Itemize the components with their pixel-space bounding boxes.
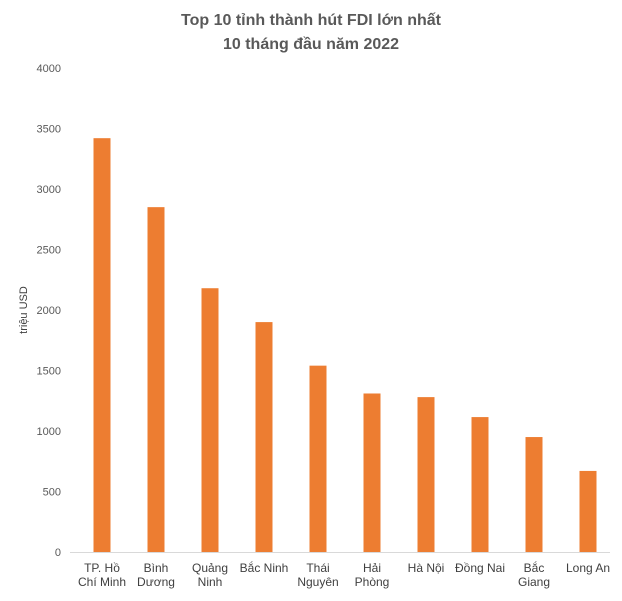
bar (201, 288, 219, 552)
x-category-label: Chí Minh (78, 575, 126, 589)
x-category-label: Ninh (198, 575, 223, 589)
chart-title-line: Top 10 tỉnh thành hút FDI lớn nhất (181, 12, 442, 29)
y-axis-label: triệu USD (18, 286, 30, 334)
x-category-label: Bình (144, 561, 169, 575)
y-axis-ticks: 0 500 1000 1500 2000 2500 3000 3500 4000 (37, 63, 61, 559)
x-category-label: Nguyên (297, 575, 338, 589)
bar (525, 437, 543, 552)
y-tick-label: 3000 (37, 184, 61, 196)
bar (309, 365, 327, 552)
x-category-label: Long An (566, 561, 610, 575)
x-category-label: TP. Hồ (84, 561, 120, 575)
bar (255, 322, 273, 552)
chart-title: Top 10 tỉnh thành hút FDI lớn nhất 10 thá… (181, 12, 442, 53)
bar (471, 417, 489, 552)
y-tick-label: 1500 (37, 366, 61, 378)
x-category-label: Quảng (192, 561, 228, 575)
bar (363, 393, 381, 552)
bars (93, 138, 597, 552)
x-category-label: Bắc (524, 560, 545, 575)
x-category-label: Giang (518, 575, 550, 589)
bar (93, 138, 111, 552)
y-tick-label: 3500 (37, 124, 61, 136)
y-tick-label: 4000 (37, 63, 61, 75)
bar (579, 470, 597, 552)
x-category-label: Hà Nội (408, 561, 445, 575)
y-tick-label: 2000 (37, 305, 61, 317)
y-tick-label: 0 (55, 547, 61, 559)
bar (417, 397, 435, 552)
x-category-label: Bắc Ninh (240, 560, 289, 575)
bar (147, 207, 165, 552)
x-category-label: Hải (363, 561, 381, 575)
x-category-label: Phòng (355, 575, 390, 589)
x-category-label: Đồng Nai (455, 561, 505, 575)
y-tick-label: 1000 (37, 426, 61, 438)
y-tick-label: 2500 (37, 245, 61, 257)
y-tick-label: 500 (43, 487, 61, 499)
x-category-label: Dương (137, 575, 175, 589)
y-axis-title: triệu USD (18, 286, 30, 334)
x-category-label: Thái (306, 561, 329, 575)
chart-title-line: 10 tháng đầu năm 2022 (223, 36, 399, 53)
